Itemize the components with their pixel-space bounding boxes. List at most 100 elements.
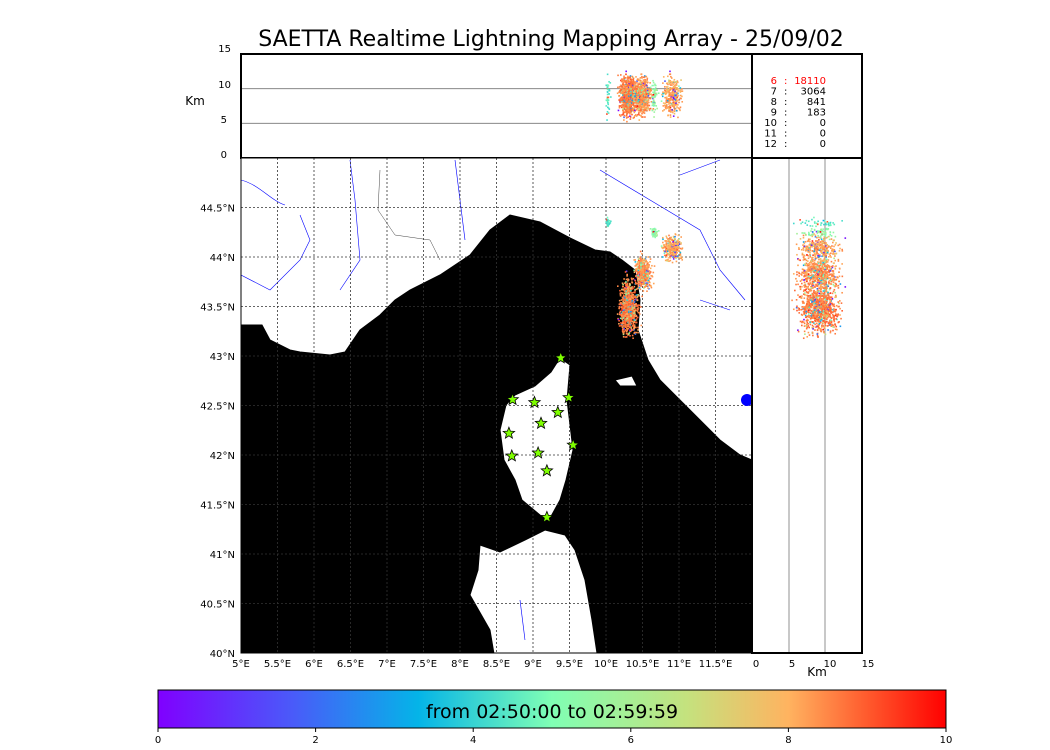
- lightning-source: [677, 239, 679, 241]
- lightning-source-altitude: [674, 90, 676, 93]
- lightning-source: [675, 243, 677, 245]
- lightning-source-altitude: [629, 116, 632, 118]
- lightning-source-altitude: [626, 109, 629, 111]
- lightning-source-side: [815, 326, 817, 328]
- lightning-source-side: [796, 273, 798, 276]
- lightning-source-altitude: [635, 88, 638, 90]
- figure-title: SAETTA Realtime Lightning Mapping Array …: [258, 27, 844, 52]
- lightning-source-altitude: [630, 86, 633, 89]
- lightning-source: [632, 308, 635, 311]
- lightning-source-side: [830, 265, 833, 268]
- lightning-source-altitude: [624, 105, 627, 108]
- lightning-source-altitude: [623, 91, 626, 93]
- lightning-source-side: [810, 304, 813, 306]
- lightning-source: [644, 274, 647, 276]
- lightning-source-side: [819, 313, 821, 316]
- lightning-source-altitude: [640, 81, 643, 84]
- lightning-source-altitude: [639, 102, 641, 105]
- lightning-source: [643, 279, 645, 282]
- lightning-source-side: [799, 288, 802, 291]
- lightning-source-altitude: [652, 101, 654, 103]
- lightning-source-side: [819, 304, 822, 307]
- lightning-source: [636, 282, 638, 285]
- lightning-source-side: [810, 303, 812, 305]
- lightning-source-altitude: [635, 76, 637, 78]
- separator: :: [784, 139, 787, 150]
- lightning-source-altitude: [631, 94, 633, 97]
- lightning-source-altitude: [667, 75, 669, 78]
- lightning-source-side: [825, 308, 828, 311]
- lightning-source-altitude: [618, 91, 620, 93]
- lightning-source-side: [806, 291, 808, 294]
- lightning-source-altitude: [635, 100, 637, 103]
- lightning-source-side: [806, 297, 809, 299]
- lightning-source-altitude: [636, 82, 638, 84]
- lightning-source-side: [822, 320, 825, 322]
- lightning-source-side: [825, 312, 827, 314]
- lightning-source: [627, 311, 630, 313]
- lightning-source-altitude: [673, 108, 676, 111]
- lightning-source: [653, 232, 656, 234]
- lightning-source-side: [811, 332, 814, 334]
- lightning-source: [629, 309, 632, 311]
- lat-tick-label: 42.5°N: [200, 402, 235, 413]
- lightning-source: [622, 333, 625, 336]
- lightning-source: [647, 279, 650, 282]
- lightning-source: [638, 284, 641, 287]
- lightning-source: [624, 292, 626, 294]
- lightning-source-altitude: [672, 97, 675, 100]
- lightning-source-side: [807, 288, 810, 291]
- lightning-source-side: [831, 279, 834, 281]
- lightning-source-altitude: [670, 77, 673, 79]
- lightning-source-side: [841, 275, 844, 278]
- lightning-source-altitude: [626, 87, 628, 89]
- lightning-source-altitude: [619, 84, 622, 87]
- lightning-source-side: [814, 291, 817, 293]
- lightning-source-side: [831, 273, 834, 276]
- lightning-source-side: [830, 317, 833, 319]
- lightning-source-side: [829, 316, 832, 318]
- station-star-icon: [540, 463, 554, 477]
- lightning-source: [624, 336, 627, 338]
- lightning-source-altitude: [634, 86, 637, 88]
- lightning-source-side: [802, 268, 805, 271]
- lightning-source-side: [807, 257, 810, 260]
- lightning-source: [666, 260, 669, 262]
- lightning-source-side: [812, 326, 815, 328]
- lightning-source-side: [800, 308, 802, 311]
- lightning-source-side: [829, 324, 831, 326]
- lightning-source-side: [820, 262, 822, 265]
- lightning-source-side: [801, 308, 804, 311]
- lightning-source-altitude: [669, 106, 672, 109]
- lightning-source: [636, 307, 639, 310]
- lightning-source-altitude: [666, 89, 669, 91]
- lightning-source-side: [810, 289, 813, 292]
- lightning-source-side: [823, 316, 825, 318]
- lightning-source: [674, 244, 676, 247]
- lightning-source-altitude: [630, 79, 632, 81]
- lightning-source-side: [809, 278, 812, 281]
- lightning-source-side: [825, 295, 827, 297]
- lightning-source: [639, 288, 642, 291]
- lightning-source-altitude: [662, 102, 665, 104]
- lightning-source-side: [801, 271, 804, 274]
- lightning-source-side: [809, 274, 812, 277]
- lightning-source-side: [823, 281, 826, 284]
- lightning-source-altitude: [629, 112, 632, 115]
- lightning-source: [622, 312, 625, 315]
- lightning-source-side: [825, 300, 828, 303]
- lightning-source-side: [830, 312, 833, 314]
- lightning-source-altitude: [667, 89, 670, 91]
- lightning-source: [635, 288, 638, 291]
- lightning-source: [625, 315, 628, 317]
- lightning-source: [638, 267, 641, 270]
- lightning-source-altitude: [647, 101, 649, 104]
- lightning-source-side: [837, 301, 840, 303]
- lightning-source-altitude: [636, 114, 639, 116]
- lightning-source: [628, 300, 631, 303]
- lightning-source-side: [804, 333, 806, 335]
- lightning-source: [630, 319, 633, 321]
- lightning-source: [631, 294, 634, 296]
- source-count: 0: [820, 129, 826, 140]
